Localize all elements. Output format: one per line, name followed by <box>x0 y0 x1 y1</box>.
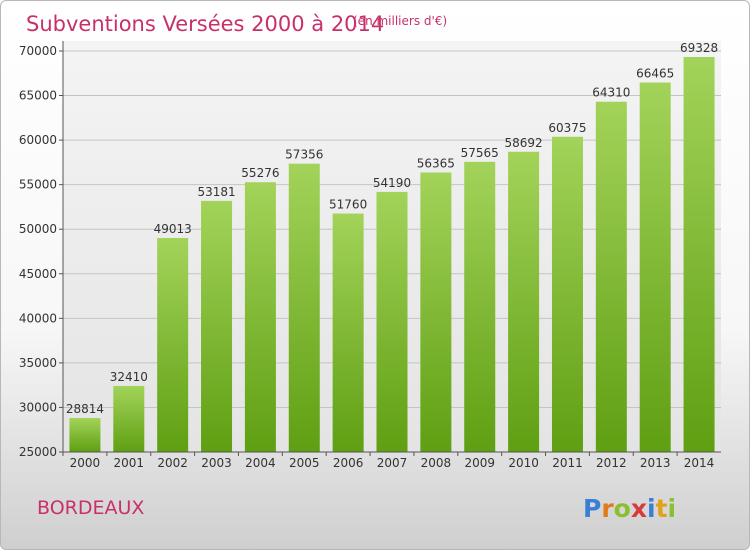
proxiti-logo: Proxiti <box>583 494 676 523</box>
logo-letter: i <box>647 494 656 523</box>
x-tick-label: 2013 <box>640 456 671 470</box>
y-tick-label: 65000 <box>19 89 57 103</box>
y-tick-label: 50000 <box>19 222 57 236</box>
bar <box>288 163 320 452</box>
logo-letter: x <box>631 494 647 523</box>
bar <box>551 136 583 452</box>
bar-value-label: 28814 <box>66 402 104 416</box>
bar-value-label: 55276 <box>241 166 279 180</box>
chart-subtitle: (en milliers d'€) <box>353 14 447 28</box>
place-name: BORDEAUX <box>37 497 144 519</box>
bar-value-label: 51760 <box>329 198 367 212</box>
bar-value-label: 32410 <box>110 370 148 384</box>
bar-value-label: 49013 <box>154 222 192 236</box>
bar <box>157 238 189 452</box>
bar <box>201 200 233 452</box>
bar-value-label: 53181 <box>197 185 235 199</box>
bar <box>113 385 145 452</box>
x-tick-label: 2014 <box>684 456 715 470</box>
chart-title: Subventions Versées 2000 à 2014 <box>26 12 384 36</box>
bar-value-label: 57356 <box>285 148 323 162</box>
bar <box>683 56 715 452</box>
y-tick-label: 70000 <box>19 44 57 58</box>
x-axis: 2000 2001 2002 2003 2004 2005 2006 2007 2008 2009… <box>62 451 721 470</box>
x-tick-label: 2003 <box>201 456 232 470</box>
x-tick-label: 2008 <box>421 456 452 470</box>
bars: 28814 32410 49013 53181 55276 57356 51760 54190… <box>66 41 718 453</box>
x-tick-label: 2012 <box>596 456 627 470</box>
y-tick-label: 45000 <box>19 267 57 281</box>
x-tick-label: 2002 <box>157 456 188 470</box>
bar <box>508 151 540 452</box>
y-tick-label: 25000 <box>19 445 57 459</box>
logo-letter: P <box>583 494 601 523</box>
y-axis: 25000 30000 35000 40000 45000 50000 55000 60000… <box>19 41 64 459</box>
y-tick-label: 35000 <box>19 356 57 370</box>
y-tick-label: 40000 <box>19 311 57 325</box>
bar <box>332 213 364 452</box>
bar-value-label: 54190 <box>373 176 411 190</box>
x-tick-label: 2010 <box>508 456 539 470</box>
x-tick-label: 2000 <box>70 456 101 470</box>
bar-value-label: 66465 <box>636 67 674 81</box>
x-tick-label: 2009 <box>464 456 495 470</box>
logo-letter: i <box>668 494 677 523</box>
bar <box>376 191 408 452</box>
x-tick-label: 2011 <box>552 456 583 470</box>
bar <box>244 182 276 452</box>
logo-letter: o <box>614 494 631 523</box>
x-tick-label: 2006 <box>333 456 364 470</box>
bar <box>464 161 496 452</box>
bar <box>639 82 671 452</box>
bar <box>420 172 452 453</box>
x-tick-label: 2001 <box>114 456 145 470</box>
logo-letter: t <box>656 494 668 523</box>
bar-value-label: 64310 <box>592 86 630 100</box>
x-tick-label: 2007 <box>377 456 408 470</box>
bar-value-label: 56365 <box>417 157 455 171</box>
bar-value-label: 60375 <box>548 121 586 135</box>
y-tick-label: 60000 <box>19 133 57 147</box>
bar <box>69 418 101 452</box>
bar-value-label: 58692 <box>505 136 543 150</box>
x-tick-label: 2005 <box>289 456 320 470</box>
y-tick-label: 30000 <box>19 400 57 414</box>
x-tick-label: 2004 <box>245 456 276 470</box>
bar <box>595 101 627 452</box>
bar-value-label: 57565 <box>461 146 499 160</box>
y-tick-label: 55000 <box>19 178 57 192</box>
logo-letter: r <box>601 494 614 523</box>
bar-value-label: 69328 <box>680 41 718 55</box>
